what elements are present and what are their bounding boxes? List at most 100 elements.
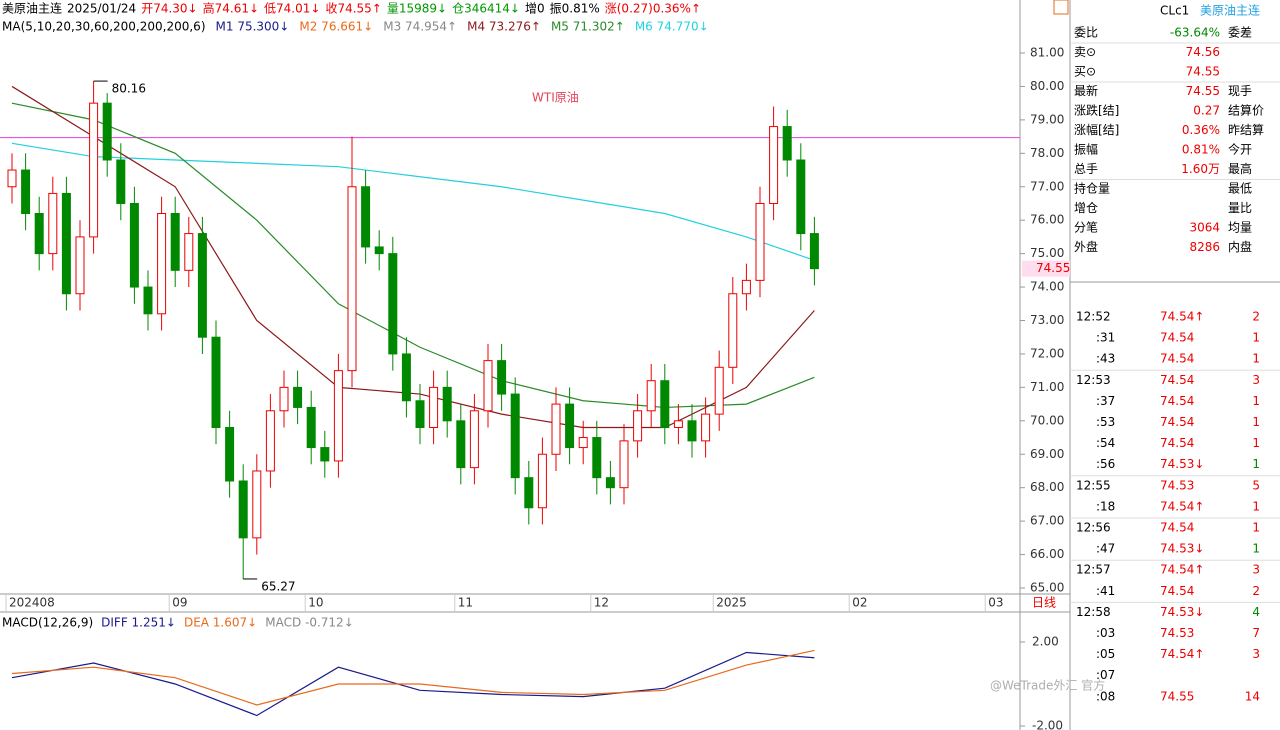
macd-line	[11, 651, 815, 717]
candle-body	[483, 360, 493, 412]
quote-label: 外盘	[1074, 239, 1098, 254]
header-item: 增0	[525, 2, 545, 16]
tick-price: 74.54	[1160, 394, 1194, 408]
candle-body	[75, 236, 85, 295]
candle-body	[102, 102, 112, 161]
candle-body	[809, 233, 819, 270]
date-label: 12	[594, 596, 609, 610]
quote-label: 总手	[1074, 162, 1098, 176]
date-label: 11	[458, 596, 473, 610]
tick-time: :53	[1096, 415, 1115, 429]
quote-label: 振幅	[1074, 142, 1098, 157]
tick-price: 74.55	[1160, 689, 1194, 703]
tick-price: 74.54↑	[1160, 499, 1204, 513]
tick-time: 12:57	[1076, 563, 1111, 577]
quote-label-2: 最高	[1228, 161, 1252, 176]
candle-body	[415, 400, 425, 428]
candle-body	[497, 360, 507, 395]
date-label: 202408	[9, 596, 55, 610]
candle-body	[374, 246, 384, 255]
y-tick-label: 80.00	[1030, 79, 1064, 93]
quote-label-2: 最低	[1228, 182, 1252, 196]
tick-time: :47	[1096, 542, 1115, 556]
candle-body	[605, 477, 615, 489]
y-tick-label: 70.00	[1030, 413, 1064, 427]
candle-body	[116, 159, 126, 204]
tick-price: 74.54	[1160, 436, 1194, 450]
y-tick-label: 69.00	[1030, 447, 1064, 461]
candle-body	[782, 126, 792, 161]
y-tick-label: 77.00	[1030, 179, 1064, 193]
quote-label-2: 内盘	[1228, 239, 1252, 254]
date-label: 02	[852, 596, 867, 610]
candle-body	[619, 440, 629, 489]
candle-body	[456, 420, 466, 469]
tick-price: 74.53↓	[1160, 542, 1204, 556]
tick-price: 74.54	[1160, 331, 1194, 345]
tick-volume: 4	[1252, 605, 1260, 619]
tick-time: :54	[1096, 436, 1115, 450]
quote-label: 最新	[1074, 83, 1098, 98]
candle-body	[701, 413, 711, 442]
candle-body	[388, 253, 398, 355]
y-tick-label: 72.00	[1030, 346, 1064, 360]
candle-body	[741, 279, 751, 295]
tick-time: :41	[1096, 584, 1115, 598]
macd-line	[11, 649, 815, 706]
tick-volume: 3	[1252, 563, 1260, 577]
tick-price: 74.54	[1160, 373, 1194, 387]
header-item: 量15989↓	[387, 2, 447, 16]
header-item: 收74.55↑	[325, 2, 381, 16]
quote-value: 1.60万	[1181, 162, 1220, 176]
candle-body	[48, 192, 58, 255]
quote-label-2: 量比	[1228, 201, 1252, 215]
quote-label: 卖⊙	[1074, 45, 1096, 59]
macd-legend: DEA 1.607↓	[184, 616, 257, 630]
ma-legend: M3 74.954↑	[383, 20, 457, 34]
y-tick-label: 76.00	[1030, 213, 1064, 227]
tick-time: :43	[1096, 352, 1115, 366]
tick-volume: 1	[1252, 521, 1260, 535]
ma-legend: M4 73.276↑	[467, 20, 541, 34]
candle-body	[660, 380, 670, 428]
header-item: 涨(0.27)0.36%↑	[605, 1, 701, 16]
candle-body	[265, 410, 275, 472]
tick-volume: 14	[1245, 689, 1260, 703]
quote-label-2: 昨结算	[1228, 122, 1264, 137]
tick-time: :18	[1096, 499, 1115, 513]
header-item: 振0.81%	[550, 2, 600, 16]
y-tick-label: 67.00	[1030, 514, 1064, 528]
tick-time: 12:58	[1076, 605, 1111, 619]
tick-time: 12:53	[1076, 373, 1111, 387]
tick-volume: 1	[1252, 415, 1260, 429]
quote-value: 74.56	[1186, 45, 1220, 59]
quote-value: -63.64%	[1170, 26, 1220, 40]
candle-body	[796, 159, 806, 235]
tick-time: 12:56	[1076, 521, 1111, 535]
macd-legend: MACD -0.712↓	[265, 616, 354, 630]
candle-body	[633, 410, 643, 442]
annotation-label: 65.27	[261, 579, 295, 593]
y-tick-label: 74.00	[1030, 280, 1064, 294]
tick-price: 74.54↑	[1160, 563, 1204, 577]
tick-price: 74.53	[1160, 626, 1194, 640]
settings-icon[interactable]	[1053, 0, 1069, 15]
candle-body	[293, 386, 303, 408]
candle-body	[89, 102, 99, 238]
candle-body	[170, 213, 180, 271]
tick-price: 74.54	[1160, 415, 1194, 429]
candle-body	[129, 202, 139, 288]
tick-volume: 1	[1252, 331, 1260, 345]
macd-legend: DIFF 1.251↓	[101, 616, 176, 630]
tick-volume: 2	[1252, 310, 1260, 324]
y-tick-label: 65.00	[1030, 581, 1064, 595]
tick-price: 74.53	[1160, 478, 1194, 492]
quote-code: CLc1	[1160, 4, 1189, 18]
candle-body	[646, 380, 656, 412]
date-label: 10	[308, 596, 323, 610]
ma-line	[11, 142, 815, 261]
quote-value: 0.36%	[1182, 123, 1220, 137]
candle-body	[565, 403, 575, 449]
